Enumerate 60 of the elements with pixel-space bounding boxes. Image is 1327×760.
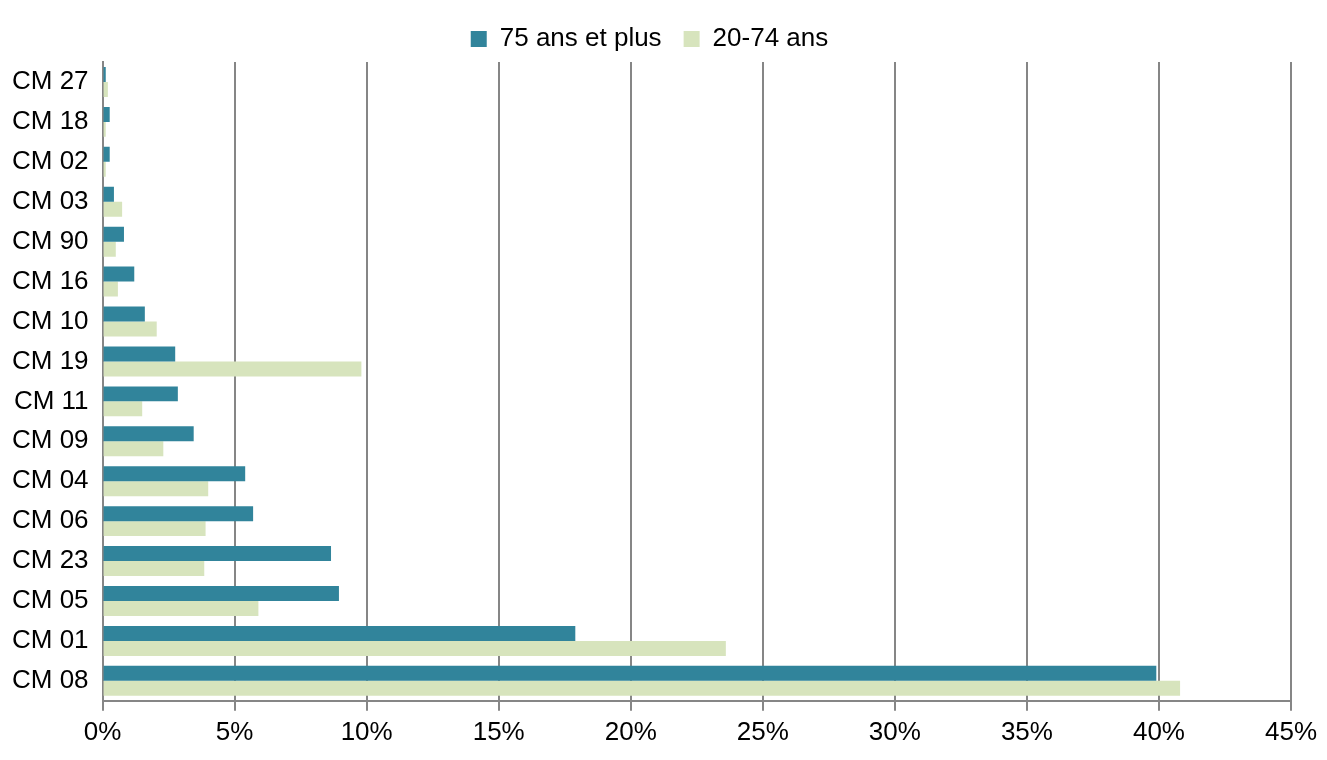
legend-label: 20-74 ans [712,22,829,53]
bar [103,121,106,137]
y-tick-label: CM 06 [12,504,89,535]
bar [103,201,123,217]
legend-label: 75 ans et plus [499,22,662,53]
y-tick-label: CM 05 [12,584,89,615]
y-tick-label: CM 11 [13,384,89,415]
x-tick-label: 25% [736,715,789,746]
x-tick-label: 35% [1000,715,1053,746]
y-tick-label: CM 90 [12,224,89,255]
bar [103,321,157,337]
x-tick-label: 20% [604,715,657,746]
bar [103,665,1157,681]
bar [103,441,164,457]
y-tick-label: CM 27 [12,65,89,96]
bar [103,546,332,562]
bar [103,226,124,242]
bar [103,186,114,202]
y-tick-label: CM 03 [12,184,89,215]
x-tick-label: 10% [340,715,393,746]
y-tick-label: CM 04 [12,464,89,495]
y-tick-label: CM 16 [12,264,89,295]
bar [103,625,576,641]
bar [103,640,726,656]
y-tick-label: CM 10 [12,304,89,335]
bar [103,306,145,322]
x-tick-label: 15% [472,715,525,746]
bar [103,521,206,537]
bar [103,600,259,616]
bar [103,161,106,177]
y-tick-label: CM 19 [12,344,89,375]
y-tick-label: CM 01 [12,624,89,655]
bar [103,586,339,601]
bar [103,266,135,282]
bar [103,481,209,497]
x-tick-label: 5% [215,715,254,746]
bar [103,506,254,522]
x-tick-label: 30% [868,715,921,746]
y-tick-label: CM 23 [12,544,89,575]
bar [103,680,1181,696]
bar [103,81,108,97]
bar [103,241,116,257]
bar [103,466,246,482]
bar [103,561,205,577]
x-tick-label: 40% [1132,715,1185,746]
bar [103,106,110,122]
x-tick-label: 45% [1264,715,1318,746]
y-tick-label: CM 18 [12,105,89,136]
x-tick-label: 0% [83,715,122,746]
y-tick-label: CM 08 [12,664,89,695]
bar [103,66,106,82]
bar [103,426,194,442]
bar [103,281,118,297]
y-tick-label: CM 09 [12,424,89,455]
bar [103,346,176,362]
bar [103,401,143,417]
bar [103,146,110,162]
bar [103,386,178,402]
bar [103,361,362,377]
y-tick-label: CM 02 [12,144,89,175]
